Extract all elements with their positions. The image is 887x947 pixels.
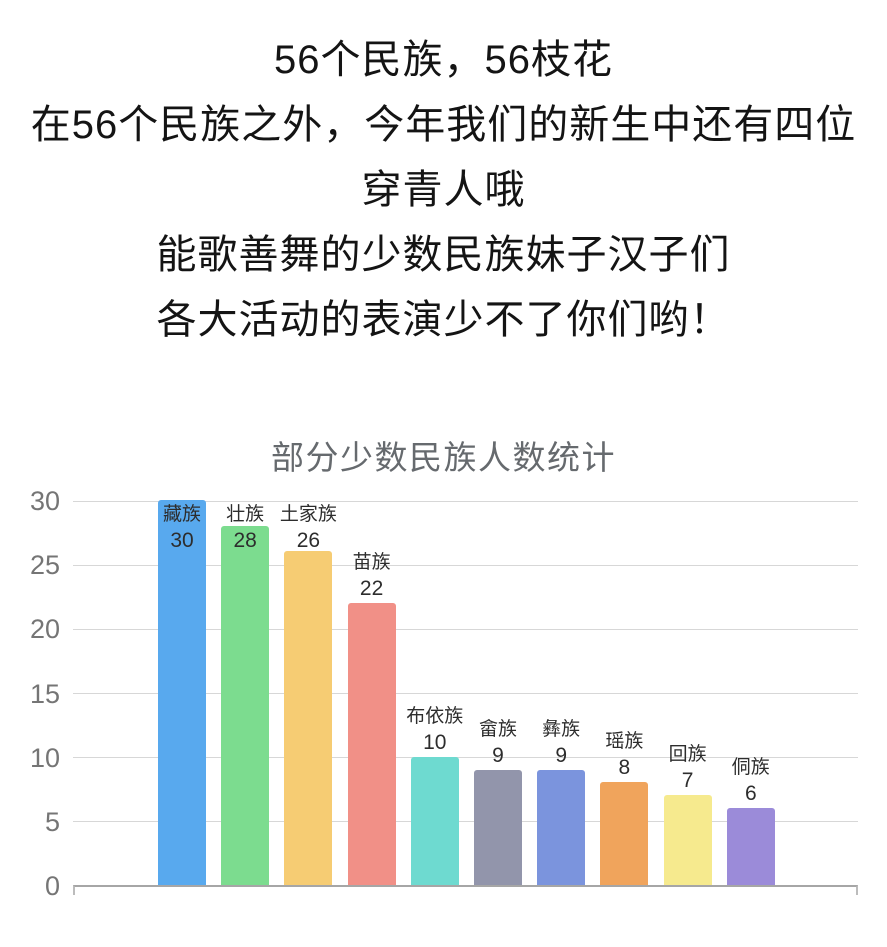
bar-6 [474,769,522,885]
bar-label-10: 侗族 6 [701,755,801,807]
y-tick-label-5: 5 [44,806,60,837]
header-line-5: 各大活动的表演少不了你们哟！ [156,298,731,342]
header-text: 56个民族，56枝花 在56个民族之外，今年我们的新生中还有四位 穿青人哦 能歌… [0,28,887,353]
gridline-20 [73,628,858,630]
y-tick-label-0: 0 [44,871,60,901]
bar-value-label: 30 [170,529,194,552]
bar-category-label: 畲族 [478,718,517,740]
bar-label-3: 土家族 26 [258,502,358,554]
bar-label-4: 苗族 22 [322,550,422,602]
bar-5 [410,756,459,885]
bar-label-5: 布依族 10 [385,704,485,756]
bar-2 [221,525,270,885]
bar-category-label: 布依族 [406,705,464,727]
header-line-3: 穿青人哦 [361,168,526,212]
y-tick-label-25: 25 [29,550,60,581]
gridline-15 [73,693,858,694]
bar-1 [158,500,206,885]
bar-value-label: 22 [359,576,384,600]
bar-label-6: 畲族 9 [448,717,548,769]
bar-category-label: 苗族 [352,551,391,573]
gridline-5 [73,821,858,823]
gridline-30 [73,500,858,502]
bar-category-label: 瑶族 [605,731,644,753]
gridline-25 [73,564,858,566]
bar-value-label: 7 [681,769,694,793]
gridline-10 [73,757,858,759]
bar-value-label: 28 [233,529,257,552]
bar-value-label: 26 [296,529,321,552]
bar-value-label: 9 [492,743,504,767]
bar-7 [537,769,586,885]
bar-category-label: 彝族 [542,718,581,740]
bar-label-7: 彝族 9 [511,717,611,769]
plot-area: 藏族 30 壮族 28 土家族 26 苗族 22 布依族 10 畲族 9 彝族 9 瑶族 8 回族 7 侗族 6 [73,500,858,895]
bar-value-label: 9 [555,743,568,767]
bar-9 [663,795,712,885]
bar-label-1: 藏族 30 [132,502,232,554]
y-tick-label-10: 10 [29,742,60,773]
bar-8 [600,782,649,885]
bar-3 [284,551,333,885]
header-line-4: 能歌善舞的少数民族妹子汉子们 [156,233,731,277]
bar-value-label: 6 [744,782,757,805]
y-tick-label-30: 30 [29,486,60,516]
y-tick-label-20: 20 [29,614,60,645]
chart-title: 部分少数民族人数统计 [271,439,616,476]
bar-label-9: 回族 7 [638,742,738,794]
bar-label-2: 壮族 28 [195,502,295,554]
y-tick-label-15: 15 [29,678,60,709]
header-line-1: 56个民族，56枝花 [274,38,613,82]
bar-category-label: 土家族 [279,504,337,525]
bar-category-label: 侗族 [731,757,770,778]
bar-chart: 部分少数民族人数统计 藏族 30 壮族 28 土家族 26 苗族 22 布依族 10 畲族 9 彝族 9 瑶… [0,436,887,947]
bar-4 [347,602,396,885]
bar-label-8: 瑶族 8 [574,729,674,781]
bar-category-label: 回族 [668,744,707,766]
x-axis-line [73,885,858,895]
bar-10 [726,808,775,885]
bar-value-label: 10 [423,730,447,754]
header-line-2: 在56个民族之外，今年我们的新生中还有四位 [30,103,857,147]
bar-value-label: 8 [618,756,631,780]
bar-category-label: 壮族 [226,504,265,525]
bar-category-label: 藏族 [162,504,201,525]
